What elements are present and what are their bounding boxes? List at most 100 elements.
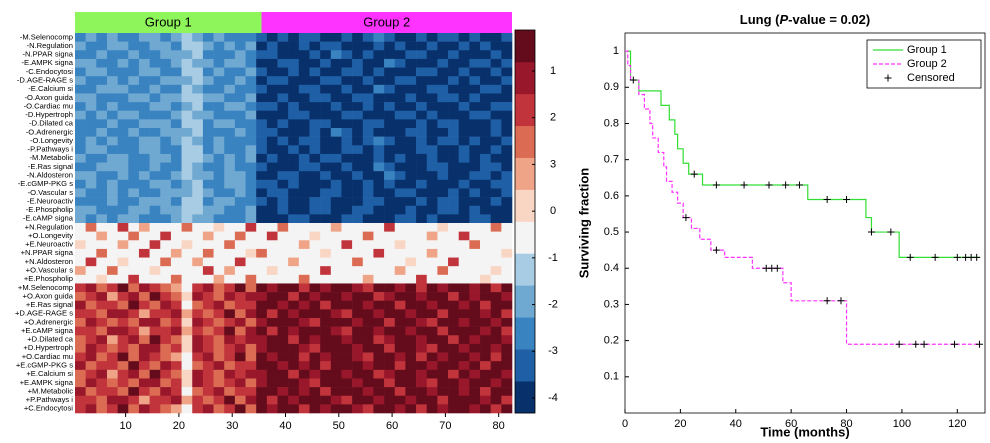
colorbar-band xyxy=(515,30,535,63)
heatmap-cell xyxy=(320,102,332,112)
heatmap-cell xyxy=(128,41,140,51)
heatmap-cell xyxy=(458,369,470,379)
heatmap-cell xyxy=(224,205,236,215)
heatmap-cell xyxy=(437,404,449,414)
row-label: +N.Regulation xyxy=(25,222,73,231)
heatmap-cell xyxy=(448,283,460,293)
row-label: +P.Pathways i xyxy=(26,395,74,404)
heatmap-cell xyxy=(426,76,438,86)
heatmap-cell xyxy=(469,162,481,172)
heatmap-cell xyxy=(288,352,300,362)
heatmap-cell xyxy=(362,283,374,293)
row-label: +E.Neuroactiv xyxy=(25,240,73,249)
heatmap-cell xyxy=(138,171,150,181)
heatmap-cell xyxy=(202,93,214,103)
heatmap-cell xyxy=(469,188,481,198)
heatmap-cell xyxy=(256,343,268,353)
heatmap-cell xyxy=(138,128,150,137)
heatmap-cell xyxy=(437,136,449,146)
heatmap-cell xyxy=(202,240,214,250)
heatmap-cell xyxy=(501,309,513,319)
heatmap-cell xyxy=(256,300,268,310)
heatmap-cell xyxy=(362,231,374,241)
heatmap-cell xyxy=(490,136,502,146)
heatmap-cell xyxy=(405,231,417,241)
heatmap-cell xyxy=(106,128,118,137)
heatmap-cell xyxy=(85,283,97,293)
heatmap-cell xyxy=(362,274,374,284)
heatmap-cell xyxy=(362,248,374,258)
heatmap-cell xyxy=(138,309,150,319)
heatmap-cell xyxy=(75,197,86,207)
heatmap-cell xyxy=(405,110,417,120)
heatmap-cell xyxy=(192,309,204,319)
heatmap-cell xyxy=(266,326,278,336)
heatmap-cell xyxy=(181,352,193,362)
heatmap-cell xyxy=(138,58,150,68)
heatmap-cell xyxy=(490,318,502,327)
heatmap-cell xyxy=(352,76,364,86)
heatmap-cell xyxy=(330,76,342,86)
heatmap-cell xyxy=(490,240,502,250)
heatmap-cell xyxy=(202,248,214,258)
heatmap-cell xyxy=(96,50,108,60)
heatmap-cell xyxy=(245,361,257,371)
heatmap-cell xyxy=(266,266,278,276)
heatmap-cell xyxy=(234,153,246,163)
heatmap-cell xyxy=(170,171,182,181)
heatmap-cell xyxy=(245,214,257,224)
heatmap-cell xyxy=(202,361,214,371)
censored-mark xyxy=(975,340,983,348)
censored-mark xyxy=(920,340,928,348)
heatmap-cell xyxy=(245,240,257,250)
heatmap-cell xyxy=(149,153,161,163)
heatmap-cell xyxy=(85,76,97,86)
heatmap-cell xyxy=(394,395,406,405)
heatmap-cell xyxy=(202,395,214,405)
heatmap-cell xyxy=(352,102,364,112)
heatmap-cell xyxy=(373,145,385,155)
heatmap-cell xyxy=(330,136,342,146)
heatmap-cell xyxy=(448,102,460,112)
heatmap-cell xyxy=(106,188,118,198)
heatmap-cell xyxy=(181,283,193,293)
heatmap-cell xyxy=(288,128,300,137)
heatmap-cell xyxy=(469,128,481,137)
heatmap-cell xyxy=(138,67,150,77)
heatmap-cell xyxy=(437,93,449,103)
heatmap-cell xyxy=(309,369,321,379)
y-tick-label: 0.3 xyxy=(604,298,619,310)
heatmap-cell xyxy=(213,119,225,129)
heatmap-cell xyxy=(458,119,470,129)
heatmap-cell xyxy=(352,58,364,68)
heatmap-cell xyxy=(149,110,161,120)
heatmap-cell xyxy=(341,58,353,68)
heatmap-cell xyxy=(373,274,385,284)
heatmap-cell xyxy=(373,93,385,103)
heatmap-cell xyxy=(245,257,257,267)
heatmap-cell xyxy=(416,102,428,112)
y-tick-label: 0.9 xyxy=(604,81,619,93)
heatmap-cell xyxy=(266,205,278,215)
heatmap-cell xyxy=(458,309,470,319)
heatmap-cell xyxy=(501,145,513,155)
heatmap-cell xyxy=(330,318,342,327)
heatmap-cell xyxy=(224,223,236,232)
heatmap-cell xyxy=(448,188,460,198)
heatmap-cell xyxy=(266,136,278,146)
heatmap-cell xyxy=(480,248,491,258)
colorbar-band xyxy=(515,253,535,286)
heatmap-cell xyxy=(202,197,214,207)
heatmap-cell xyxy=(117,326,129,336)
heatmap-cell xyxy=(320,300,332,310)
heatmap-cell xyxy=(288,223,300,232)
heatmap-cell xyxy=(138,292,150,302)
heatmap-cell xyxy=(320,76,332,86)
heatmap-cell xyxy=(320,171,332,181)
heatmap-cell xyxy=(490,223,502,232)
heatmap-cell xyxy=(192,326,204,336)
heatmap-cell xyxy=(202,171,214,181)
heatmap-cell xyxy=(202,266,214,276)
heatmap-cell xyxy=(352,41,364,51)
heatmap-cell xyxy=(437,76,449,86)
